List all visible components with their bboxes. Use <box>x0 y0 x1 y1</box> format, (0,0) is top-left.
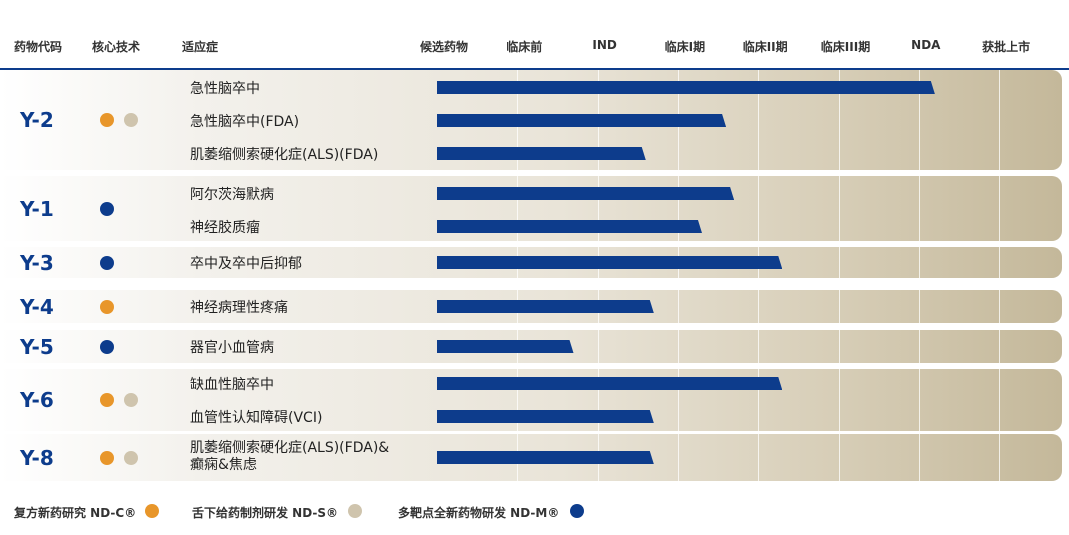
grid-line <box>597 176 599 241</box>
grid-line <box>999 247 1001 278</box>
grid-line <box>677 434 679 481</box>
grid-line <box>677 176 679 241</box>
legend-dot <box>570 504 584 518</box>
drug-code: Y-5 <box>20 334 54 359</box>
grid-line <box>999 434 1001 481</box>
drug-code: Y-8 <box>20 445 54 470</box>
indication-label: 器官小血管病 <box>190 340 274 356</box>
tech-dot <box>100 339 114 354</box>
legend-dot <box>145 504 159 518</box>
drug-code: Y-4 <box>20 294 54 319</box>
grid-line <box>838 290 840 323</box>
legend-label: 多靶点全新药物研发 ND-M® <box>398 506 560 520</box>
grid-line <box>677 369 679 431</box>
drug-code: Y-2 <box>20 108 54 132</box>
tech-dot <box>100 255 114 270</box>
tech-dot <box>100 201 114 216</box>
stage-header: 获批上市 <box>982 40 1031 54</box>
indication-label: 阿尔茨海默病 <box>190 187 274 203</box>
grid-line <box>999 330 1001 363</box>
grid-line <box>758 434 760 481</box>
grid-line <box>597 369 599 431</box>
indication-label: 急性脑卒中 <box>190 81 260 97</box>
grid-line <box>517 369 519 431</box>
header-divider <box>0 68 1069 70</box>
indication-label: 缺血性脑卒中 <box>190 377 274 393</box>
stage-header: NDA <box>911 38 941 52</box>
legend-label: 复方新药研究 ND-C® <box>14 506 137 520</box>
indication-label: 血管性认知障碍(VCI) <box>190 410 323 426</box>
legend-label: 舌下给药制剂研发 ND-S® <box>192 506 339 520</box>
grid-line <box>918 434 920 481</box>
grid-line <box>999 369 1001 431</box>
stage-header: 临床II期 <box>742 40 788 54</box>
grid-line <box>758 176 760 241</box>
progress-bar <box>437 300 654 313</box>
grid-line <box>999 290 1001 323</box>
progress-bar <box>437 187 734 200</box>
chart-header: 药物代码 核心技术 适应症 候选药物 临床前 IND 临床I期 临床II期 临床III期 N… <box>0 0 1069 70</box>
tech-dot <box>100 113 114 127</box>
indication-label: 神经胶质瘤 <box>190 220 260 236</box>
progress-bar <box>437 114 726 127</box>
indication-label: 急性脑卒中(FDA) <box>190 114 300 130</box>
grid-line <box>597 330 599 363</box>
indication-label: 神经病理性疼痛 <box>190 300 288 316</box>
grid-line <box>918 369 920 431</box>
stage-header: 临床III期 <box>820 40 871 54</box>
progress-bar <box>437 451 654 464</box>
grid-line <box>918 70 920 170</box>
grid-line <box>918 176 920 241</box>
grid-line <box>838 70 840 170</box>
grid-line <box>838 176 840 241</box>
grid-line <box>918 247 920 278</box>
progress-bar <box>437 410 654 423</box>
grid-line <box>838 330 840 363</box>
drug-code: Y-1 <box>20 196 54 221</box>
progress-bar <box>437 81 935 94</box>
grid-line <box>758 369 760 431</box>
grid-line <box>758 330 760 363</box>
grid-line <box>999 176 1001 241</box>
header-drug-code: 药物代码 <box>14 40 63 54</box>
tech-dot <box>100 299 114 314</box>
stage-header: 候选药物 <box>419 40 469 54</box>
tech-dot <box>100 450 114 465</box>
tech-dot <box>124 450 138 465</box>
stage-header: IND <box>592 38 617 52</box>
header-indication: 适应症 <box>182 40 219 54</box>
grid-line <box>838 434 840 481</box>
stage-header: 临床I期 <box>664 40 706 54</box>
progress-bar <box>437 377 782 390</box>
legend: 复方新药研究 ND-C® 舌下给药制剂研发 ND-S® 多靶点全新药物研发 ND-M… <box>0 498 1069 528</box>
grid-line <box>838 369 840 431</box>
grid-line <box>677 330 679 363</box>
progress-bar <box>437 256 782 269</box>
progress-bar <box>437 340 574 353</box>
legend-dot <box>348 504 362 518</box>
tech-dot <box>124 113 138 127</box>
grid-line <box>838 247 840 278</box>
tech-dot <box>100 393 114 407</box>
grid-line <box>918 330 920 363</box>
indication-label: 卒中及卒中后抑郁 <box>190 256 302 272</box>
indication-label: 肌萎缩侧索硬化症(ALS)(FDA)& 癫痫&焦虑 <box>190 440 390 473</box>
progress-bar <box>437 147 646 160</box>
grid-line <box>758 70 760 170</box>
grid-line <box>677 290 679 323</box>
grid-line <box>758 290 760 323</box>
grid-line <box>918 290 920 323</box>
tech-dot <box>124 393 138 407</box>
stage-header: 临床前 <box>506 40 543 54</box>
header-core-tech: 核心技术 <box>92 40 141 54</box>
grid-line <box>999 70 1001 170</box>
drug-code: Y-3 <box>20 250 54 275</box>
drug-code: Y-6 <box>20 388 54 412</box>
grid-line <box>517 176 519 241</box>
progress-bar <box>437 220 702 233</box>
indication-label: 肌萎缩侧索硬化症(ALS)(FDA) <box>190 147 379 163</box>
